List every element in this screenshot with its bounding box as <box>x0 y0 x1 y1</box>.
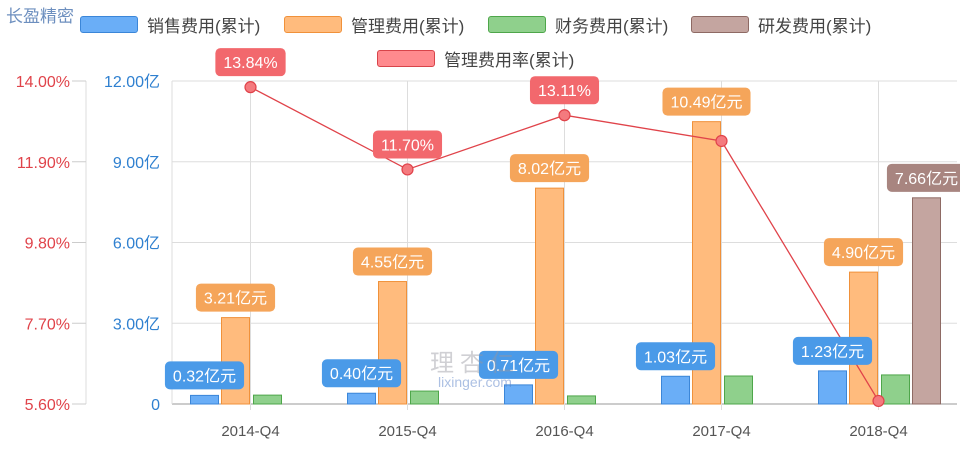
legend-sales-expense[interactable]: 销售费用(累计) <box>80 12 260 37</box>
bar-2014-Q4 <box>253 394 282 405</box>
legend-swatch <box>377 50 435 67</box>
data-label-text: 4.55亿元 <box>361 254 424 272</box>
x-axis-tick-label: 2018-Q4 <box>849 423 907 440</box>
x-axis-tick-label: 2016-Q4 <box>535 423 593 440</box>
data-label-box <box>792 336 873 365</box>
data-label: 11.70% <box>372 130 443 159</box>
legend-label: 管理费用率(累计) <box>444 51 575 70</box>
x-axis-tick-label: 2015-Q4 <box>378 423 436 440</box>
data-label: 0.32亿元 <box>164 361 245 390</box>
rate-point-2017-Q4 <box>715 134 728 148</box>
data-label-text: 10.49亿元 <box>670 94 742 112</box>
data-label-box <box>478 350 559 379</box>
watermark-en: lixinger.com <box>438 374 512 390</box>
data-label: 4.55亿元 <box>352 247 433 276</box>
rate-axis-tick-label: 14.00% <box>16 74 70 91</box>
data-label-box <box>372 130 443 159</box>
data-label-box <box>164 361 245 390</box>
data-label: 13.84% <box>215 48 286 77</box>
data-label-text: 8.02亿元 <box>518 160 581 178</box>
x-axis-tick-label: 2017-Q4 <box>692 423 750 440</box>
data-label-text: 1.23亿元 <box>801 343 864 361</box>
data-label-box <box>321 359 402 388</box>
amount-axis-tick-label: 3.00亿 <box>113 315 160 333</box>
data-label: 8.02亿元 <box>509 154 590 183</box>
data-label: 1.03亿元 <box>635 342 716 371</box>
rate-point-2016-Q4 <box>558 109 571 122</box>
company-title: 长盈精密 <box>6 7 74 26</box>
data-label: 0.40亿元 <box>321 359 402 388</box>
bar-2015-Q4 <box>410 390 439 405</box>
data-label-box <box>823 238 904 267</box>
data-label-text: 11.70% <box>381 137 434 154</box>
data-label-text: 7.66亿元 <box>895 170 958 188</box>
data-label-box <box>886 163 960 192</box>
data-label-text: 0.32亿元 <box>173 367 236 385</box>
bar-2017-Q4 <box>724 375 753 405</box>
data-label-text: 0.71亿元 <box>487 357 550 375</box>
bar-2016-Q4 <box>504 384 533 405</box>
amount-axis-tick-label: 9.00亿 <box>113 154 160 172</box>
data-label: 1.23亿元 <box>792 336 873 365</box>
data-label-box <box>662 87 751 116</box>
rate-axis-tick-label: 7.70% <box>25 316 70 333</box>
data-label-text: 3.21亿元 <box>204 290 267 308</box>
bar-2018-Q4 <box>818 370 847 405</box>
bar-2018-Q4 <box>912 197 941 405</box>
bar-2014-Q4 <box>221 317 250 405</box>
x-axis-tick-label: 2014-Q4 <box>221 423 279 440</box>
data-label: 0.71亿元 <box>478 350 559 379</box>
legend-finance-expense[interactable]: 财务费用(累计) <box>488 12 668 37</box>
legend-admin-expense-rate[interactable]: 管理费用率(累计) <box>377 46 574 71</box>
data-label-text: 13.84% <box>223 55 277 72</box>
bar-2018-Q4 <box>881 374 910 405</box>
data-label-box <box>195 283 276 312</box>
rate-axis-tick-label: 11.90% <box>17 155 70 172</box>
rate-axis-tick-label: 5.60% <box>25 397 70 414</box>
rate-axis-tick-label: 9.80% <box>25 236 70 253</box>
legend-label: 管理费用(累计) <box>351 17 465 36</box>
rate-point-2014-Q4 <box>244 81 257 94</box>
data-label-box <box>215 48 286 77</box>
watermark-cn: 理杏仁 <box>430 349 520 377</box>
legend-label: 财务费用(累计) <box>555 17 669 36</box>
legend-swatch <box>488 16 546 33</box>
data-label: 3.21亿元 <box>195 283 276 312</box>
legend-rd-expense[interactable]: 研发费用(累计) <box>691 12 871 37</box>
legend-swatch <box>80 16 138 33</box>
amount-axis-tick-label: 6.00亿 <box>113 235 160 253</box>
bar-2016-Q4 <box>567 395 596 405</box>
rate-point-2015-Q4 <box>401 163 414 176</box>
data-label-text: 4.90亿元 <box>832 244 895 262</box>
data-label: 4.90亿元 <box>823 238 904 267</box>
data-label-box <box>635 342 716 371</box>
data-label: 7.66亿元 <box>886 163 960 192</box>
data-label: 13.11% <box>529 76 600 105</box>
legend-admin-expense[interactable]: 管理费用(累计) <box>284 12 464 37</box>
legend-swatch <box>284 16 342 33</box>
bar-2015-Q4 <box>347 392 376 405</box>
data-label-text: 13.11% <box>538 83 591 100</box>
legend-swatch <box>691 16 749 33</box>
legend-label: 研发费用(累计) <box>758 17 872 36</box>
bar-2017-Q4 <box>661 375 690 405</box>
data-label-box <box>509 154 590 183</box>
data-label: 10.49亿元 <box>662 87 751 116</box>
data-label-text: 0.40亿元 <box>330 365 393 383</box>
data-label-text: 1.03亿元 <box>644 348 707 366</box>
amount-axis-tick-label: 12.00亿 <box>104 73 160 91</box>
watermark: 理杏仁 lixinger.com <box>430 343 520 390</box>
amount-axis-tick-label: 0 <box>151 397 160 414</box>
data-label-box <box>529 76 600 105</box>
rate-point-2018-Q4 <box>872 394 885 408</box>
bar-2014-Q4 <box>190 394 219 405</box>
legend-label: 销售费用(累计) <box>147 17 261 36</box>
data-label-box <box>352 247 433 276</box>
